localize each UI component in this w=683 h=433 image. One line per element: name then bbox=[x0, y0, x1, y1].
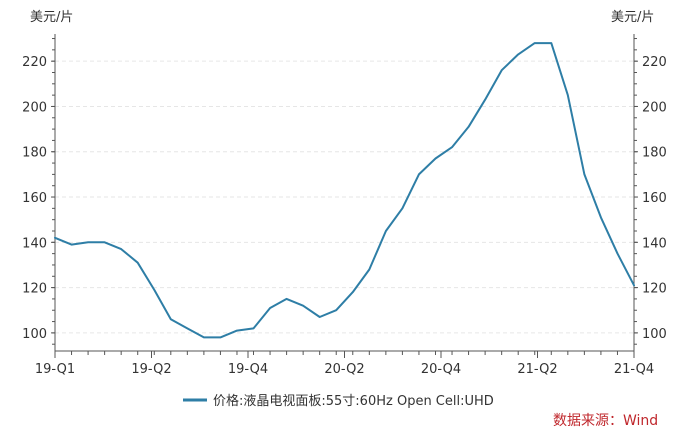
y-tick-label-left: 120 bbox=[22, 282, 47, 297]
axes bbox=[54, 34, 635, 352]
series-layer bbox=[54, 42, 635, 339]
y-tick-label-left: 160 bbox=[22, 191, 47, 206]
x-tick-label: 20-Q2 bbox=[324, 362, 364, 377]
grid-lines bbox=[55, 60, 634, 334]
y-tick-label-right: 120 bbox=[642, 282, 667, 297]
y-tick-label-left: 100 bbox=[22, 327, 47, 342]
source-note: 数据来源：Wind bbox=[553, 413, 658, 429]
y-tick-label-left: 220 bbox=[22, 55, 47, 70]
tick-labels: 100 100 120 120 140 140 160 160 180 180 200 200 220 2… bbox=[22, 55, 667, 377]
y-tick-label-right: 220 bbox=[642, 55, 667, 70]
y-tick-label-right: 100 bbox=[642, 327, 667, 342]
x-tick-label: 19-Q4 bbox=[228, 362, 268, 377]
y-tick-label-right: 180 bbox=[642, 146, 667, 161]
x-tick-label: 19-Q1 bbox=[35, 362, 75, 377]
legend: 价格:液晶电视面板:55寸:60Hz Open Cell:UHD bbox=[183, 393, 494, 409]
x-tick-label: 19-Q2 bbox=[131, 362, 171, 377]
y-tick-label-right: 160 bbox=[642, 191, 667, 206]
axis-ticks bbox=[51, 38, 638, 358]
x-tick-label: 21-Q2 bbox=[517, 362, 557, 377]
y-tick-label-right: 200 bbox=[642, 100, 667, 115]
y-tick-label-left: 180 bbox=[22, 146, 47, 161]
right-unit-label: 美元/片 bbox=[611, 10, 654, 25]
x-tick-label: 21-Q4 bbox=[614, 362, 654, 377]
x-tick-label: 20-Q4 bbox=[421, 362, 461, 377]
y-tick-label-right: 140 bbox=[642, 236, 667, 251]
legend-label: 价格:液晶电视面板:55寸:60Hz Open Cell:UHD bbox=[213, 393, 494, 409]
left-unit-label: 美元/片 bbox=[30, 10, 73, 25]
y-tick-label-left: 140 bbox=[22, 236, 47, 251]
series-line bbox=[54, 42, 635, 339]
y-tick-label-left: 200 bbox=[22, 100, 47, 115]
